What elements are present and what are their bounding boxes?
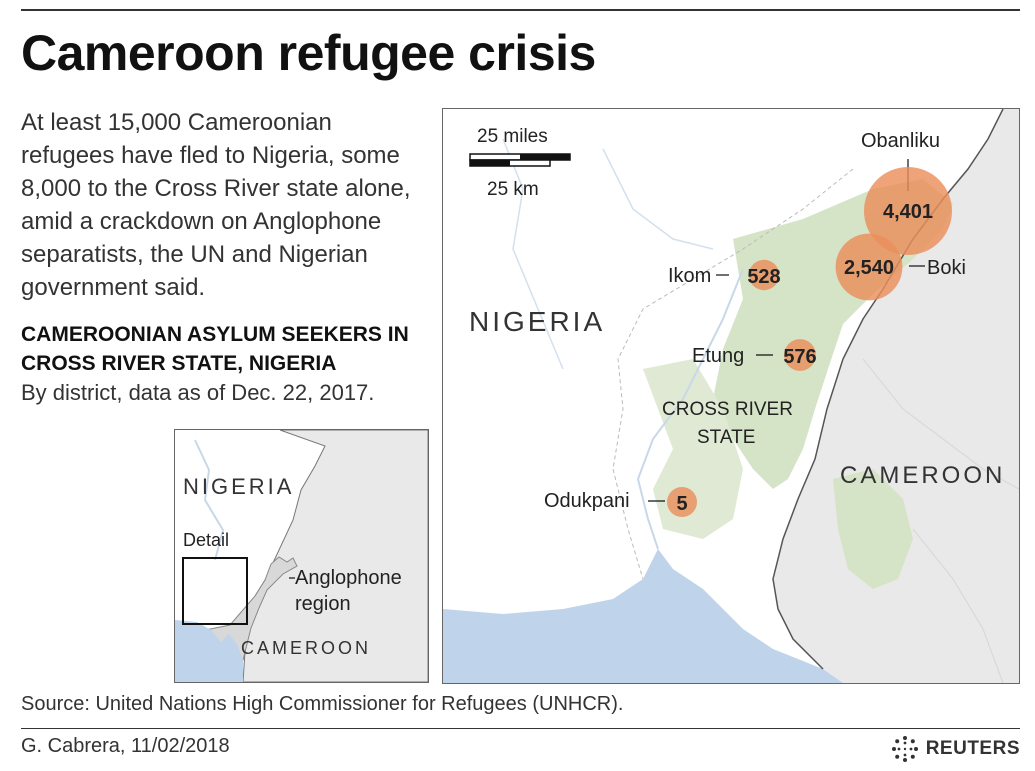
river-north xyxy=(602,148,714,250)
forest-cameroon xyxy=(833,469,913,589)
inset-river xyxy=(194,439,225,561)
bubble-ikom xyxy=(748,259,780,291)
district-name-odukpani: Odukpani xyxy=(544,490,630,512)
district-name-ikom: Ikom xyxy=(668,265,711,287)
river-west xyxy=(502,138,564,370)
bubble-odukpani xyxy=(667,487,697,517)
page-title: Cameroon refugee crisis xyxy=(21,25,596,81)
data-as-of: By district, data as of Dec. 22, 2017. xyxy=(21,380,375,405)
district-value-etung: 576 xyxy=(783,346,816,368)
main-map-svg: 25 miles 25 km NIGERIA CAMEROON CROSS RI… xyxy=(443,109,1019,683)
bubble-obanliku xyxy=(864,167,952,255)
international-border xyxy=(772,109,1004,670)
district-bubbles xyxy=(667,167,952,517)
inset-label-region-1: Anglophone xyxy=(295,567,402,589)
cameroon-land xyxy=(773,109,1019,683)
reuters-brand: REUTERS xyxy=(890,734,1020,764)
inset-map: NIGERIA Detail Anglophone region CAMEROO… xyxy=(174,429,429,683)
reuters-logo-icon xyxy=(891,736,918,762)
bubble-etung xyxy=(784,339,816,371)
chart-subhead: CAMEROONIAN ASYLUM SEEKERS IN CROSS RIVE… xyxy=(21,323,409,375)
inset-label-region-2: region xyxy=(295,593,351,615)
inset-label-cameroon: CAMEROON xyxy=(241,638,371,658)
scale-label-miles: 25 miles xyxy=(477,126,548,147)
top-rule xyxy=(21,9,1020,11)
bubble-boki xyxy=(835,233,903,301)
bottom-rule xyxy=(21,728,1020,729)
inset-label-detail: Detail xyxy=(183,530,229,550)
main-map: 25 miles 25 km NIGERIA CAMEROON CROSS RI… xyxy=(442,108,1020,684)
scale-label-km: 25 km xyxy=(487,179,539,200)
district-name-boki: Boki xyxy=(927,257,966,279)
inset-map-svg: NIGERIA Detail Anglophone region CAMEROO… xyxy=(175,430,428,682)
credit-line: G. Cabrera, 11/02/2018 xyxy=(21,735,230,757)
sea xyxy=(443,549,843,683)
district-value-odukpani: 5 xyxy=(676,493,687,515)
district-name-etung: Etung xyxy=(692,345,744,367)
inset-sea xyxy=(175,620,243,682)
scale-bar-km-fill xyxy=(470,160,510,166)
cross-river xyxy=(636,268,744,550)
map-label-state-2: STATE xyxy=(697,427,755,448)
map-label-state-1: CROSS RIVER xyxy=(662,399,793,420)
river-cameroon-1 xyxy=(862,358,1019,490)
scale-bar-miles-fill xyxy=(520,154,570,160)
inset-detail-box xyxy=(182,557,248,625)
inset-label-nigeria: NIGERIA xyxy=(183,474,294,499)
district-value-ikom: 528 xyxy=(747,266,780,288)
state-boundary xyxy=(612,168,854,580)
map-label-nigeria: NIGERIA xyxy=(469,306,605,337)
district-name-obanliku: Obanliku xyxy=(861,130,940,152)
source-note: Source: United Nations High Commissioner… xyxy=(21,693,624,715)
district-value-boki: 2,540 xyxy=(844,257,894,279)
map-label-cameroon: CAMEROON xyxy=(840,462,1005,489)
brand-name: REUTERS xyxy=(925,738,1020,759)
intro-text: At least 15,000 Cameroonian refugees hav… xyxy=(21,109,411,301)
forest-central xyxy=(643,359,743,539)
district-value-obanliku: 4,401 xyxy=(883,201,933,223)
river-cameroon-2 xyxy=(912,528,1004,683)
